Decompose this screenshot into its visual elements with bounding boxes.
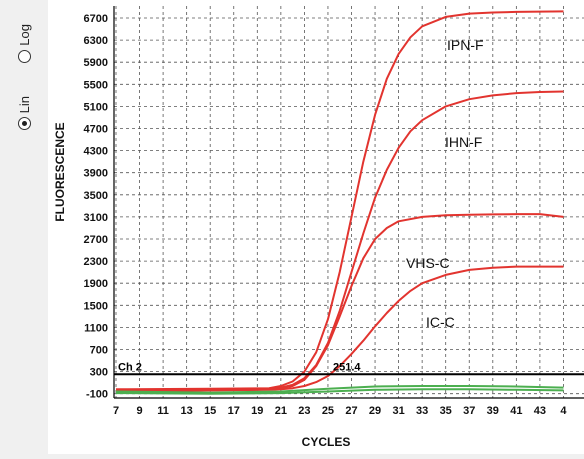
series-label-ipn-f: IPN-F: [447, 37, 484, 53]
x-tick-label: 39: [487, 405, 499, 417]
y-tick-label: 3500: [84, 190, 108, 202]
series-lines: [115, 10, 564, 395]
x-tick-label: 37: [463, 405, 475, 417]
y-tick-label: 2700: [84, 234, 108, 246]
x-tick-label: 19: [251, 405, 263, 417]
x-tick-label: 17: [228, 405, 240, 417]
amplification-chart: 6700630059005500510047004300390035003100…: [53, 6, 584, 449]
y-tick-label: 5100: [84, 101, 108, 113]
y-tick-label: 1100: [84, 322, 108, 334]
y-tick-label: 4700: [84, 124, 108, 136]
y-tick-label: 5500: [84, 79, 108, 91]
grid: [114, 6, 584, 398]
threshold-value-label: 251.4: [333, 361, 361, 373]
x-tick-label: 33: [416, 405, 428, 417]
y-tick-label: 2300: [84, 256, 108, 268]
scale-option-log[interactable]: Log: [6, 24, 42, 63]
x-tick-label: 4: [560, 405, 567, 417]
x-tick-label: 13: [181, 405, 193, 417]
series-line-vhs-c: [115, 213, 564, 392]
series-label-ihn-f: IHN-F: [445, 134, 482, 150]
x-tick-label: 25: [322, 405, 334, 417]
y-tick-label: 4300: [84, 146, 108, 158]
x-tick-label: 7: [113, 405, 119, 417]
x-tick-label: 31: [392, 405, 404, 417]
baseline-series-line: [115, 388, 564, 395]
x-tick-label: 11: [157, 405, 169, 417]
plot-background: [114, 6, 584, 398]
y-tick-label: 1900: [84, 278, 108, 290]
y-tick-label: -100: [86, 389, 108, 401]
threshold-channel-label: Ch 2: [118, 361, 142, 373]
lin-radio[interactable]: [17, 117, 31, 131]
scale-option-log-label: Log: [16, 24, 32, 46]
series-line-ic-c: [115, 265, 564, 392]
y-tick-label: 6700: [84, 13, 108, 25]
scale-option-lin[interactable]: Lin: [6, 96, 42, 131]
y-tick-label: 6300: [84, 35, 108, 47]
chart-area: 6700 6300 5900 5500 5100 4700 4300 3900 3500 3100…: [48, 0, 584, 454]
x-tick-label: 23: [298, 405, 310, 417]
y-tick-label: 3900: [84, 168, 108, 180]
y-tick-label: 5900: [84, 57, 108, 69]
x-tick-label: 41: [510, 405, 522, 417]
x-tick-label: 27: [345, 405, 357, 417]
y-tick-label: 3100: [84, 212, 108, 224]
scale-panel: Log Lin: [0, 0, 48, 454]
y-tick-label: 300: [90, 367, 108, 379]
x-tick-label: 35: [440, 405, 452, 417]
x-tick-label: 9: [136, 405, 142, 417]
x-tick-label: 29: [369, 405, 381, 417]
x-axis-title: CYCLES: [302, 435, 351, 449]
x-tick-label: 15: [204, 405, 216, 417]
baseline-series-line: [115, 385, 564, 394]
log-radio[interactable]: [17, 49, 31, 63]
y-tick-label: 700: [90, 345, 108, 357]
series-label-vhs-c: VHS-C: [406, 255, 450, 271]
x-tick-label: 43: [534, 405, 546, 417]
x-tick-label: 21: [275, 405, 287, 417]
y-tick-label: 1500: [84, 300, 108, 312]
series-label-ic-c: IC-C: [426, 314, 455, 330]
y-axis-title: FLUORESCENCE: [53, 122, 67, 221]
series-line-ipn-f: [115, 10, 564, 391]
scale-option-lin-label: Lin: [16, 96, 32, 114]
